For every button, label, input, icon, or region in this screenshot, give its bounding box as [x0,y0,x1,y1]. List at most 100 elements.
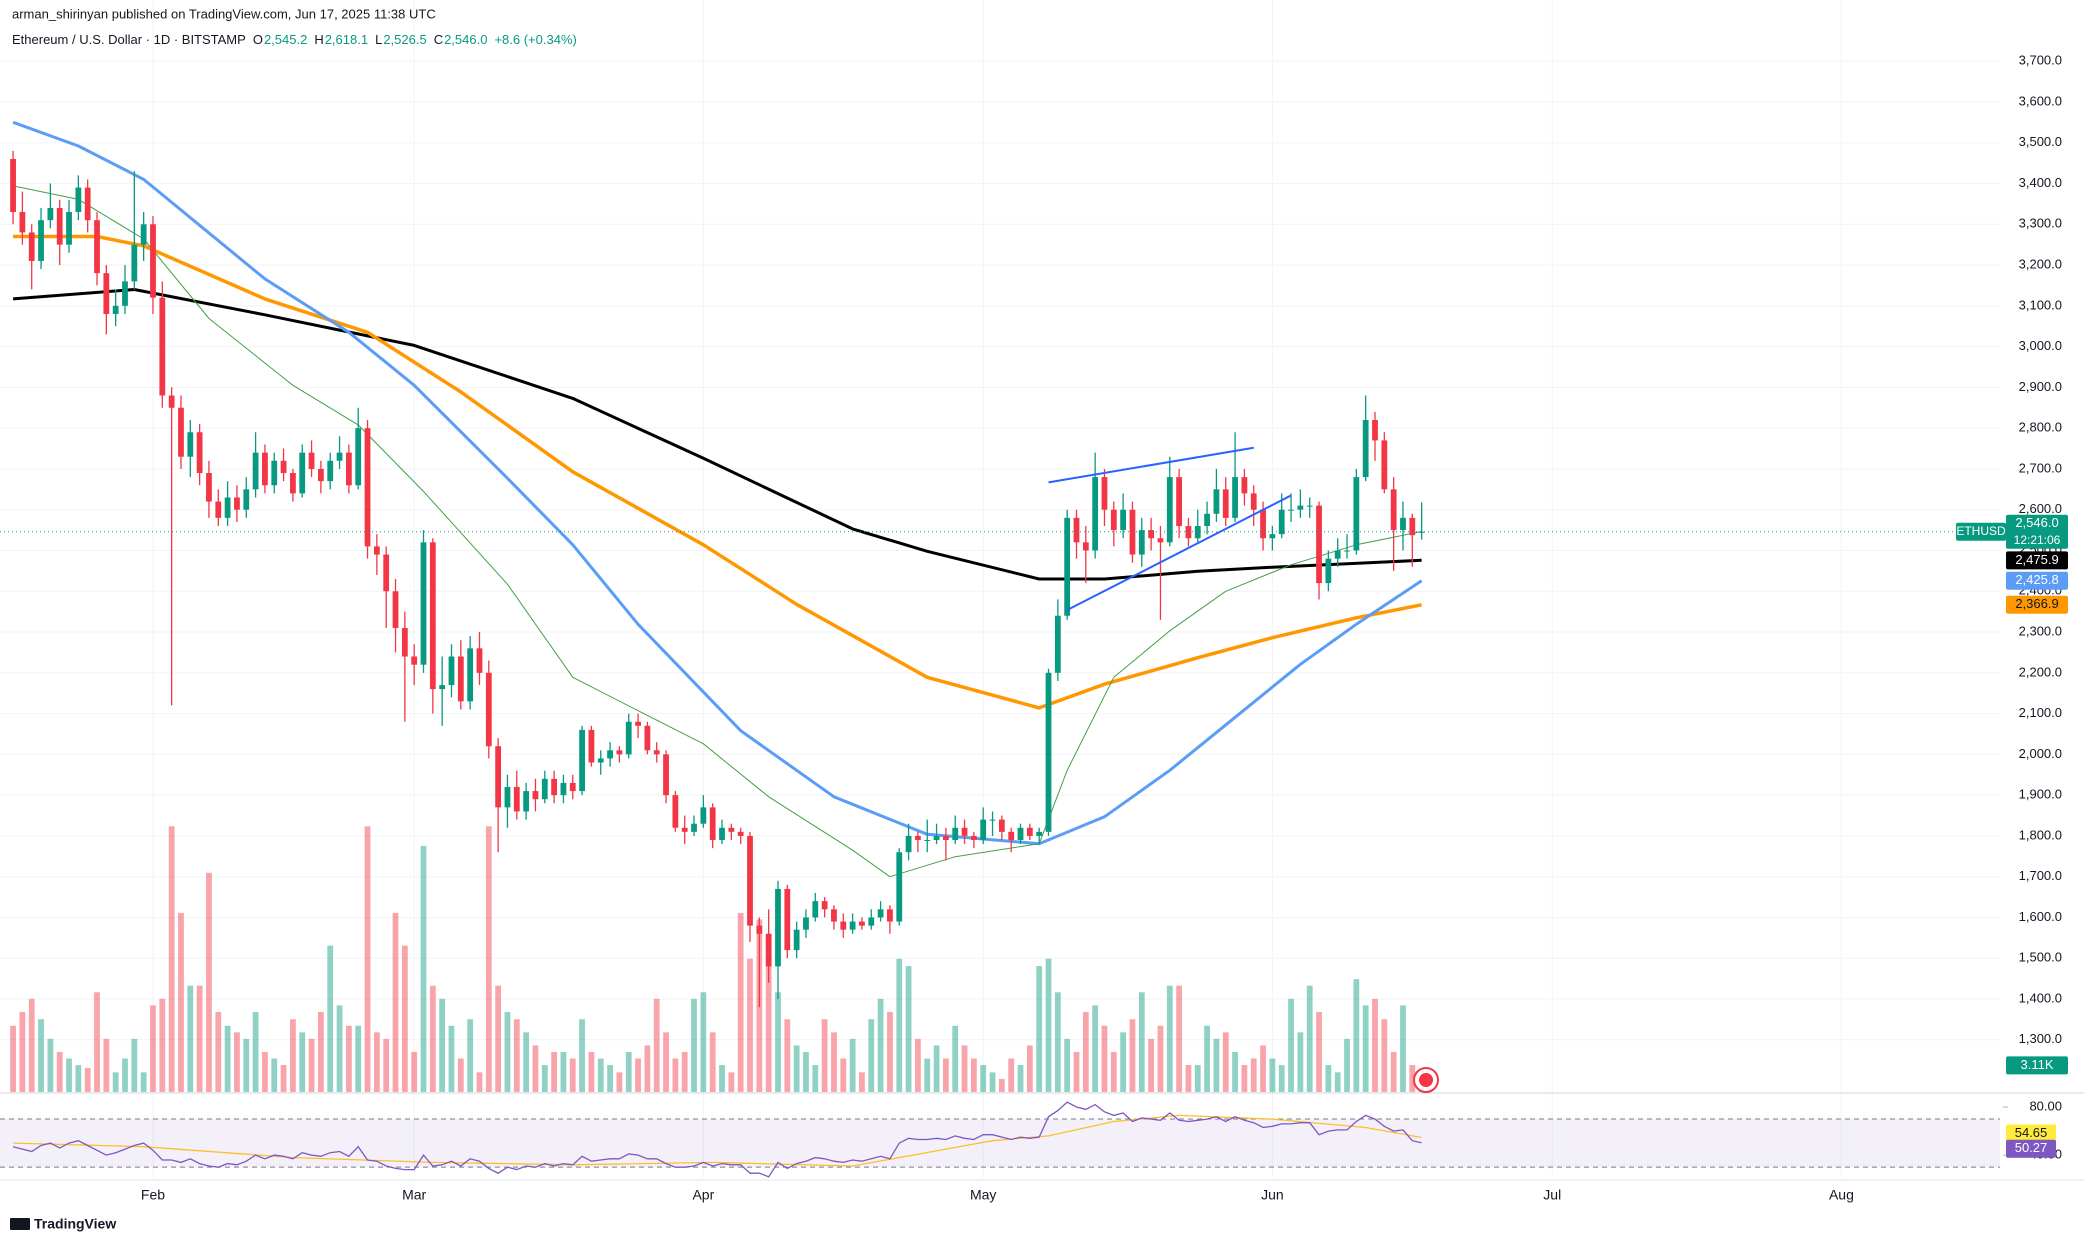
y-tick-label: 3,000.0 [2019,338,2062,353]
volume-bar [168,826,175,1092]
candle-body [877,909,884,918]
legend-item: H [314,32,323,47]
candle-body [112,305,119,314]
ma-price-label: 2,475.9 [2015,552,2058,567]
volume-bar [896,958,903,1092]
candle-body [933,835,940,840]
volume-bar [970,1058,977,1092]
volume-bar [579,1019,585,1092]
candle-body [38,220,44,261]
candle-body [756,925,763,934]
volume-bar [28,998,35,1092]
volume-bar [943,1058,949,1092]
rsi-band [0,1119,2000,1168]
volume-bar [1372,998,1378,1092]
volume-bar [196,985,203,1092]
candle-body [1204,513,1210,527]
candle-body [178,407,184,457]
ma-price-label-box [2006,595,2068,614]
overlay [0,446,2000,611]
grid [0,0,2000,1178]
candle-body [1064,517,1071,616]
candle-body [28,232,35,261]
x-tick-label: May [970,1187,996,1203]
candle-body [467,648,474,702]
volume-bar [290,1019,296,1092]
candle-body [905,835,912,853]
candle-body [1334,550,1341,559]
moving-average [12,120,1423,846]
footer-logo: TradingView [10,1216,116,1232]
volume-bar [1082,1011,1089,1092]
candle-body [47,207,54,221]
volume-bar [1400,1005,1406,1092]
volume-bar [392,912,399,1092]
candle-body [616,750,623,755]
volume-bar [150,1005,156,1092]
candle-body [588,729,595,763]
volume-bar [831,1032,837,1092]
y-tick-label: 2,100.0 [2019,705,2062,720]
y-tick-label: 1,700.0 [2019,868,2062,883]
candle-body [1316,505,1322,584]
y-tick-label: 2,800.0 [2019,420,2062,435]
volume-bar [989,1072,996,1092]
volume-bar [887,1011,893,1092]
candle-body [66,212,72,245]
candle-body [551,778,557,796]
legend-item: L [375,32,382,47]
candle-body [1073,517,1080,543]
volume-bar [1120,1032,1127,1092]
volume-bar [439,998,446,1092]
candle-body [159,297,166,396]
volume-bar [569,1058,576,1092]
volume-bar [215,1011,222,1092]
candle-body [1278,509,1285,535]
event-icon-dot [1419,1073,1433,1087]
volume-bar [1306,985,1313,1092]
symbol-legend: Ethereum / U.S. Dollar · 1D · BITSTAMP O2… [12,32,577,47]
volume-bar [747,958,753,1092]
candle-body [1325,558,1332,584]
volume-bar [1297,1032,1304,1092]
volume-bar [859,1072,865,1092]
volume-bar [112,1072,119,1092]
legend-item: 2,618.1 [325,32,368,47]
candle-body [234,497,240,510]
candle-body [1036,831,1043,836]
y-tick-label: 2,200.0 [2019,664,2062,679]
candle-body [308,452,315,469]
moving-average [13,234,1422,710]
candle-body [411,656,418,665]
volume-bar [262,1051,268,1092]
candle-body [355,428,362,486]
y-tick-label: 2,000.0 [2019,746,2062,761]
legend-item: C [434,32,443,47]
rsi-label: 50.27 [2015,1140,2048,1155]
volume-bar [1390,1051,1397,1092]
volume-bar [308,1038,315,1092]
volume-bar [1092,1005,1099,1092]
legend-item: O [253,32,263,47]
volume-bar [812,1065,819,1092]
volume-bar [252,1011,259,1092]
candle-body [523,791,530,812]
candle-body [1288,509,1294,511]
volume-bar [523,1032,530,1092]
candle-body [691,823,697,832]
candle-body [252,452,259,490]
candle-body [644,725,651,751]
volume-bar [467,1019,474,1092]
y-tick-label: 1,900.0 [2019,787,2062,802]
moving-average [12,185,1422,878]
volume-bar [1166,985,1173,1092]
candle-body [318,468,324,482]
candle-body [75,187,82,213]
volume-bar [495,985,502,1092]
volume-bar [1045,958,1052,1092]
candle-body [1194,526,1201,539]
candle-body [206,473,212,502]
volume-bar [1054,992,1061,1092]
volume-bar [131,1038,138,1092]
candle-body [1008,831,1015,840]
